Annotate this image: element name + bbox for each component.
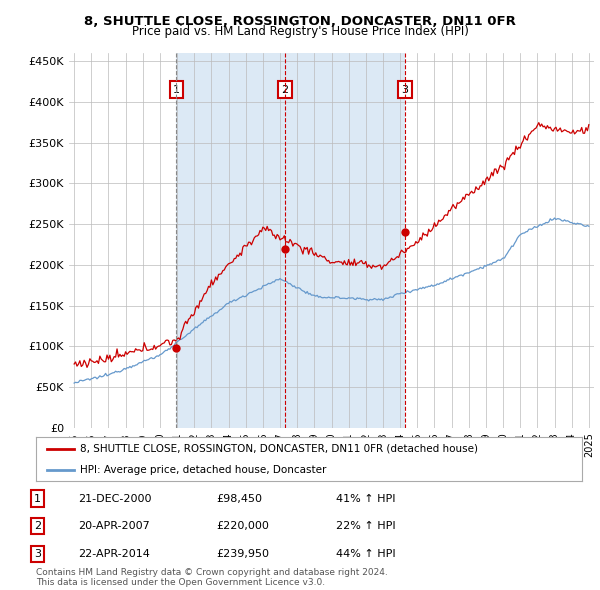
Bar — [285, 53, 405, 428]
Bar — [176, 53, 285, 428]
Text: 8, SHUTTLE CLOSE, ROSSINGTON, DONCASTER, DN11 0FR: 8, SHUTTLE CLOSE, ROSSINGTON, DONCASTER,… — [84, 15, 516, 28]
Text: 20-APR-2007: 20-APR-2007 — [78, 522, 150, 531]
Text: £239,950: £239,950 — [216, 549, 269, 559]
Text: 21-DEC-2000: 21-DEC-2000 — [78, 494, 151, 503]
Text: 41% ↑ HPI: 41% ↑ HPI — [336, 494, 395, 503]
Text: 3: 3 — [401, 85, 409, 95]
Text: 22% ↑ HPI: 22% ↑ HPI — [336, 522, 395, 531]
Text: 1: 1 — [173, 85, 180, 95]
Text: 3: 3 — [34, 549, 41, 559]
Text: 44% ↑ HPI: 44% ↑ HPI — [336, 549, 395, 559]
Text: 2: 2 — [281, 85, 289, 95]
Text: 22-APR-2014: 22-APR-2014 — [78, 549, 150, 559]
Text: Price paid vs. HM Land Registry's House Price Index (HPI): Price paid vs. HM Land Registry's House … — [131, 25, 469, 38]
Text: Contains HM Land Registry data © Crown copyright and database right 2024.
This d: Contains HM Land Registry data © Crown c… — [36, 568, 388, 587]
Text: 8, SHUTTLE CLOSE, ROSSINGTON, DONCASTER, DN11 0FR (detached house): 8, SHUTTLE CLOSE, ROSSINGTON, DONCASTER,… — [80, 444, 478, 454]
Text: £98,450: £98,450 — [216, 494, 262, 503]
Text: 2: 2 — [34, 522, 41, 531]
Text: 1: 1 — [34, 494, 41, 503]
Text: £220,000: £220,000 — [216, 522, 269, 531]
Text: HPI: Average price, detached house, Doncaster: HPI: Average price, detached house, Donc… — [80, 466, 326, 475]
